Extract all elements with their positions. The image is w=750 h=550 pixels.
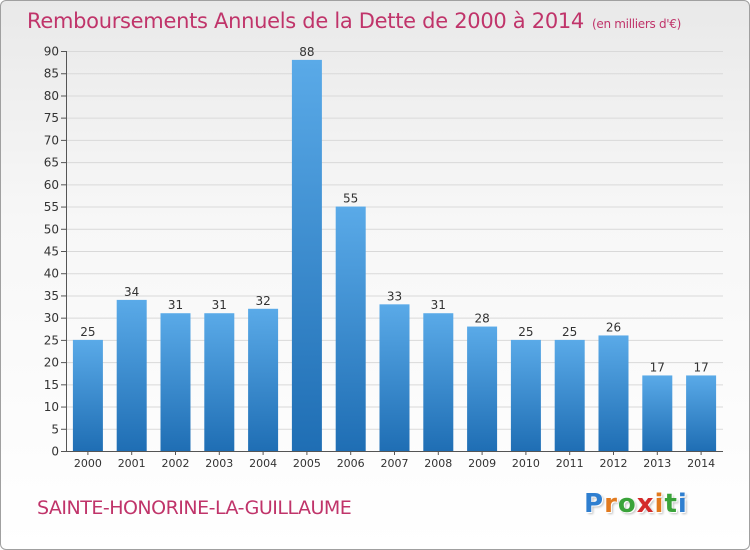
data-label: 28 — [474, 312, 489, 326]
data-label: 31 — [168, 298, 183, 312]
x-axis: 2000 2001 2002 2003 2004 2005 2006 2007 2008 2009… — [66, 451, 723, 470]
bar — [248, 308, 279, 451]
y-tick-label: 55 — [44, 200, 59, 214]
y-axis: 0 5 10 15 20 25 30 35 40 45 50 55 60 65 70 75 80 85 90 — [44, 45, 67, 459]
data-label: 31 — [212, 298, 227, 312]
logo-letter: x — [636, 489, 655, 519]
y-tick-label: 40 — [44, 267, 59, 281]
x-tick-label: 2008 — [424, 457, 452, 470]
data-label: 33 — [387, 289, 402, 303]
y-tick-label: 45 — [44, 245, 59, 259]
y-tick-label: 5 — [51, 422, 59, 436]
bar — [72, 339, 103, 451]
x-tick-label: 2000 — [74, 457, 102, 470]
x-tick-label: 2001 — [118, 457, 146, 470]
data-label: 26 — [606, 320, 621, 334]
bar — [467, 326, 498, 451]
bar — [686, 375, 717, 451]
y-tick-label: 80 — [44, 89, 59, 103]
data-labels: 25 34 31 31 32 88 55 33 31 28 25 25 26 17 17 — [80, 45, 708, 375]
data-label: 25 — [80, 325, 95, 339]
logo-letter: t — [664, 489, 678, 519]
y-tick-label: 15 — [44, 378, 59, 392]
y-tick-label: 35 — [44, 289, 59, 303]
x-tick-label: 2014 — [687, 457, 715, 470]
y-tick-label: 60 — [44, 178, 59, 192]
data-label: 88 — [299, 45, 314, 59]
logo-letter: r — [604, 489, 618, 519]
logo-letter: o — [617, 489, 637, 519]
chart-subtitle: (en milliers d'€) — [592, 17, 682, 31]
data-label: 32 — [255, 294, 270, 308]
bar — [335, 206, 366, 451]
logo-letter: P — [584, 489, 605, 519]
data-label: 31 — [431, 298, 446, 312]
x-tick-label: 2004 — [249, 457, 277, 470]
data-label: 34 — [124, 285, 139, 299]
bar — [291, 59, 322, 452]
x-tick-label: 2003 — [205, 457, 233, 470]
chart-title-text: Remboursements Annuels de la Dette de 20… — [27, 9, 584, 33]
bars — [72, 59, 717, 452]
data-label: 17 — [693, 360, 708, 374]
bar — [160, 313, 191, 451]
bar — [423, 313, 454, 451]
y-tick-label: 70 — [44, 133, 59, 147]
x-tick-label: 2012 — [600, 457, 628, 470]
data-label: 17 — [650, 360, 665, 374]
bar — [598, 335, 629, 451]
x-tick-label: 2005 — [293, 457, 321, 470]
y-tick-label: 90 — [44, 45, 59, 59]
y-tick-label: 20 — [44, 356, 59, 370]
y-tick-label: 85 — [44, 67, 59, 81]
y-tick-label: 50 — [44, 222, 59, 236]
x-tick-label: 2009 — [468, 457, 496, 470]
x-tick-label: 2002 — [162, 457, 190, 470]
bar — [510, 339, 541, 451]
bar — [116, 299, 147, 451]
x-tick-label: 2011 — [556, 457, 584, 470]
logo-letter: i — [654, 489, 665, 519]
y-tick-label: 30 — [44, 311, 59, 325]
y-tick-label: 75 — [44, 111, 59, 125]
bar — [554, 339, 585, 451]
chart-title: Remboursements Annuels de la Dette de 20… — [27, 9, 681, 33]
bar — [642, 375, 673, 451]
y-tick-label: 25 — [44, 333, 59, 347]
bar — [379, 304, 410, 451]
data-label: 25 — [518, 325, 533, 339]
x-tick-label: 2013 — [643, 457, 671, 470]
bar — [204, 313, 235, 451]
x-tick-label: 2006 — [337, 457, 365, 470]
y-tick-label: 65 — [44, 156, 59, 170]
data-label: 55 — [343, 192, 358, 206]
proxiti-logo: Proxiti — [584, 489, 688, 519]
x-tick-label: 2007 — [381, 457, 409, 470]
x-tick-label: 2010 — [512, 457, 540, 470]
data-label: 25 — [562, 325, 577, 339]
commune-name: SAINTE-HONORINE-LA-GUILLAUME — [37, 497, 352, 519]
y-tick-label: 0 — [51, 445, 59, 459]
y-tick-label: 10 — [44, 400, 59, 414]
logo-letter: i — [677, 489, 688, 519]
